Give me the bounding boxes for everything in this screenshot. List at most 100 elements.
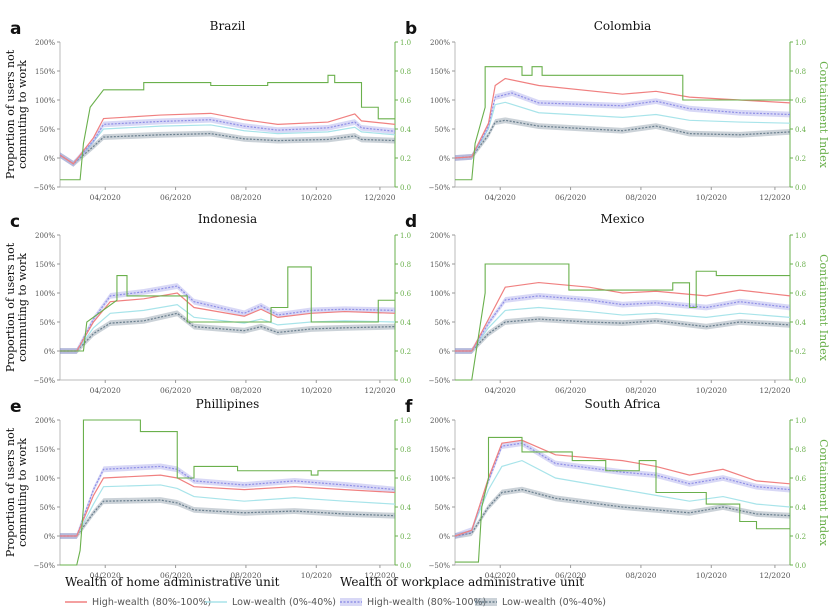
y-left-label: Proportion of users not commuting to work — [4, 427, 29, 557]
y-left-tick-label: −50% — [429, 377, 451, 385]
panel-e: 200% 150% 100% 50% 0% −50% 1.0 0.8 0.6 0.4 0.2 0.0 0… — [4, 397, 412, 580]
y-left-tick-label: −50% — [429, 184, 451, 192]
x-tick-label: 12/2020 — [759, 571, 790, 580]
panel-letter: e — [10, 397, 22, 417]
y-right-tick-label: 0.6 — [400, 290, 412, 298]
y-left-tick-label: 0% — [439, 155, 450, 163]
containment-line — [60, 74, 395, 181]
y-left-tick-label: 200% — [35, 39, 55, 47]
x-tick-label: 04/2020 — [90, 386, 121, 395]
y-left-tick-label: 50% — [434, 126, 450, 134]
y-left-tick-label: 50% — [39, 504, 55, 512]
series-line-home_low — [454, 459, 791, 537]
legend-home-title: Wealth of home administrative unit — [65, 575, 280, 589]
y-right-tick-label: 0.8 — [400, 446, 411, 454]
y-left-tick-label: 150% — [35, 68, 55, 76]
series-line-work_high — [59, 119, 396, 165]
series-line-home_low — [455, 306, 791, 352]
y-left-tick-label: 100% — [430, 475, 450, 483]
y-left-tick-label: 200% — [35, 232, 55, 240]
y-right-tick-label: 0.0 — [400, 377, 411, 385]
y-right-tick-label: 0.6 — [795, 475, 807, 483]
y-right-tick-label: 0.0 — [400, 562, 411, 570]
y-left-tick-label: 100% — [430, 290, 450, 298]
series-line-home_low — [454, 101, 791, 159]
y-left-tick-label: 50% — [434, 504, 450, 512]
x-tick-label: 10/2020 — [301, 193, 332, 202]
y-left-label-line2: commuting to work — [16, 60, 29, 169]
containment-line — [60, 419, 395, 566]
y-right-tick-label: 0.2 — [795, 348, 806, 356]
x-tick-label: 04/2020 — [485, 193, 516, 202]
y-right-tick-label: 1.0 — [795, 232, 806, 240]
y-right-tick-label: 0.0 — [400, 184, 411, 192]
panel-title: Mexico — [601, 212, 645, 226]
series-band-work_low — [455, 117, 790, 161]
series-line-work_low — [455, 318, 791, 352]
y-right-tick-label: 0.6 — [400, 475, 412, 483]
y-left-tick-label: −50% — [34, 562, 56, 570]
y-left-tick-label: −50% — [429, 562, 451, 570]
series-line-work_low — [454, 488, 791, 537]
y-left-label-line2: commuting to work — [16, 253, 29, 362]
x-tick-label: 08/2020 — [230, 193, 261, 202]
panel-c: 200% 150% 100% 50% 0% −50% 1.0 0.8 0.6 0.4 0.2 0.0 0… — [4, 212, 412, 395]
y-right-tick-label: 0.2 — [400, 348, 411, 356]
x-tick-label: 08/2020 — [230, 571, 261, 580]
containment-line — [455, 436, 790, 563]
x-tick-label: 08/2020 — [625, 571, 656, 580]
y-right-tick-label: 0.2 — [795, 155, 806, 163]
x-tick-label: 04/2020 — [485, 571, 516, 580]
series-line-work_low — [60, 499, 396, 537]
y-left-label: Proportion of users not commuting to work — [4, 242, 29, 372]
y-right-tick-label: 0.8 — [400, 261, 411, 269]
y-right-tick-label: 1.0 — [400, 232, 411, 240]
legend-work-title: Wealth of workplace administrative unit — [340, 575, 584, 589]
y-right-tick-label: 0.8 — [400, 68, 411, 76]
legend: Wealth of home administrative unit Wealth… — [65, 575, 606, 608]
y-left-tick-label: 150% — [35, 261, 55, 269]
y-right-tick-label: 0.2 — [400, 155, 411, 163]
panel-a: 200% 150% 100% 50% 0% −50% 1.0 0.8 0.6 0.4 0.2 0.0 0… — [4, 19, 412, 202]
panel-letter: b — [405, 19, 417, 39]
y-left-tick-label: 0% — [44, 533, 55, 541]
y-right-tick-label: 0.8 — [795, 261, 806, 269]
x-tick-label: 10/2020 — [696, 571, 727, 580]
series-band-work_high — [455, 293, 790, 354]
x-tick-label: 10/2020 — [301, 571, 332, 580]
x-tick-label: 10/2020 — [696, 193, 727, 202]
y-left-tick-label: −50% — [34, 377, 56, 385]
series-band-work_high — [455, 90, 790, 161]
y-right-label: Containment Index — [817, 61, 830, 169]
x-tick-label: 08/2020 — [230, 386, 261, 395]
y-left-tick-label: 100% — [35, 97, 55, 105]
y-left-label-line1: Proportion of users not — [4, 242, 17, 372]
x-tick-label: 12/2020 — [759, 386, 790, 395]
x-tick-label: 06/2020 — [555, 571, 586, 580]
y-left-tick-label: 150% — [35, 446, 55, 454]
y-right-tick-label: 0.0 — [795, 184, 806, 192]
y-right-tick-label: 0.6 — [795, 290, 807, 298]
y-right-label: Containment Index — [817, 439, 830, 547]
panel-title: South Africa — [585, 397, 661, 411]
y-right-tick-label: 1.0 — [400, 417, 411, 425]
y-right-tick-label: 0.2 — [400, 533, 411, 541]
series-line-home_low — [59, 124, 396, 165]
y-right-tick-label: 1.0 — [795, 417, 806, 425]
x-tick-label: 12/2020 — [364, 571, 395, 580]
panel-title: Phillipines — [196, 397, 260, 411]
y-right-tick-label: 0.0 — [795, 377, 806, 385]
series-band-work_high — [60, 283, 395, 354]
y-right-tick-label: 0.8 — [795, 446, 806, 454]
x-tick-label: 06/2020 — [160, 193, 191, 202]
y-left-tick-label: 100% — [35, 290, 55, 298]
series-line-home_high — [455, 281, 791, 352]
series-line-home_high — [454, 77, 791, 159]
series-band-work_high — [60, 116, 395, 167]
x-tick-label: 10/2020 — [696, 386, 727, 395]
y-left-tick-label: 0% — [44, 348, 55, 356]
x-tick-label: 06/2020 — [160, 386, 191, 395]
y-right-tick-label: 0.4 — [400, 126, 412, 134]
panel-letter: f — [405, 397, 413, 417]
legend-home-high-label: High-wealth (80%-100%) — [92, 597, 211, 608]
